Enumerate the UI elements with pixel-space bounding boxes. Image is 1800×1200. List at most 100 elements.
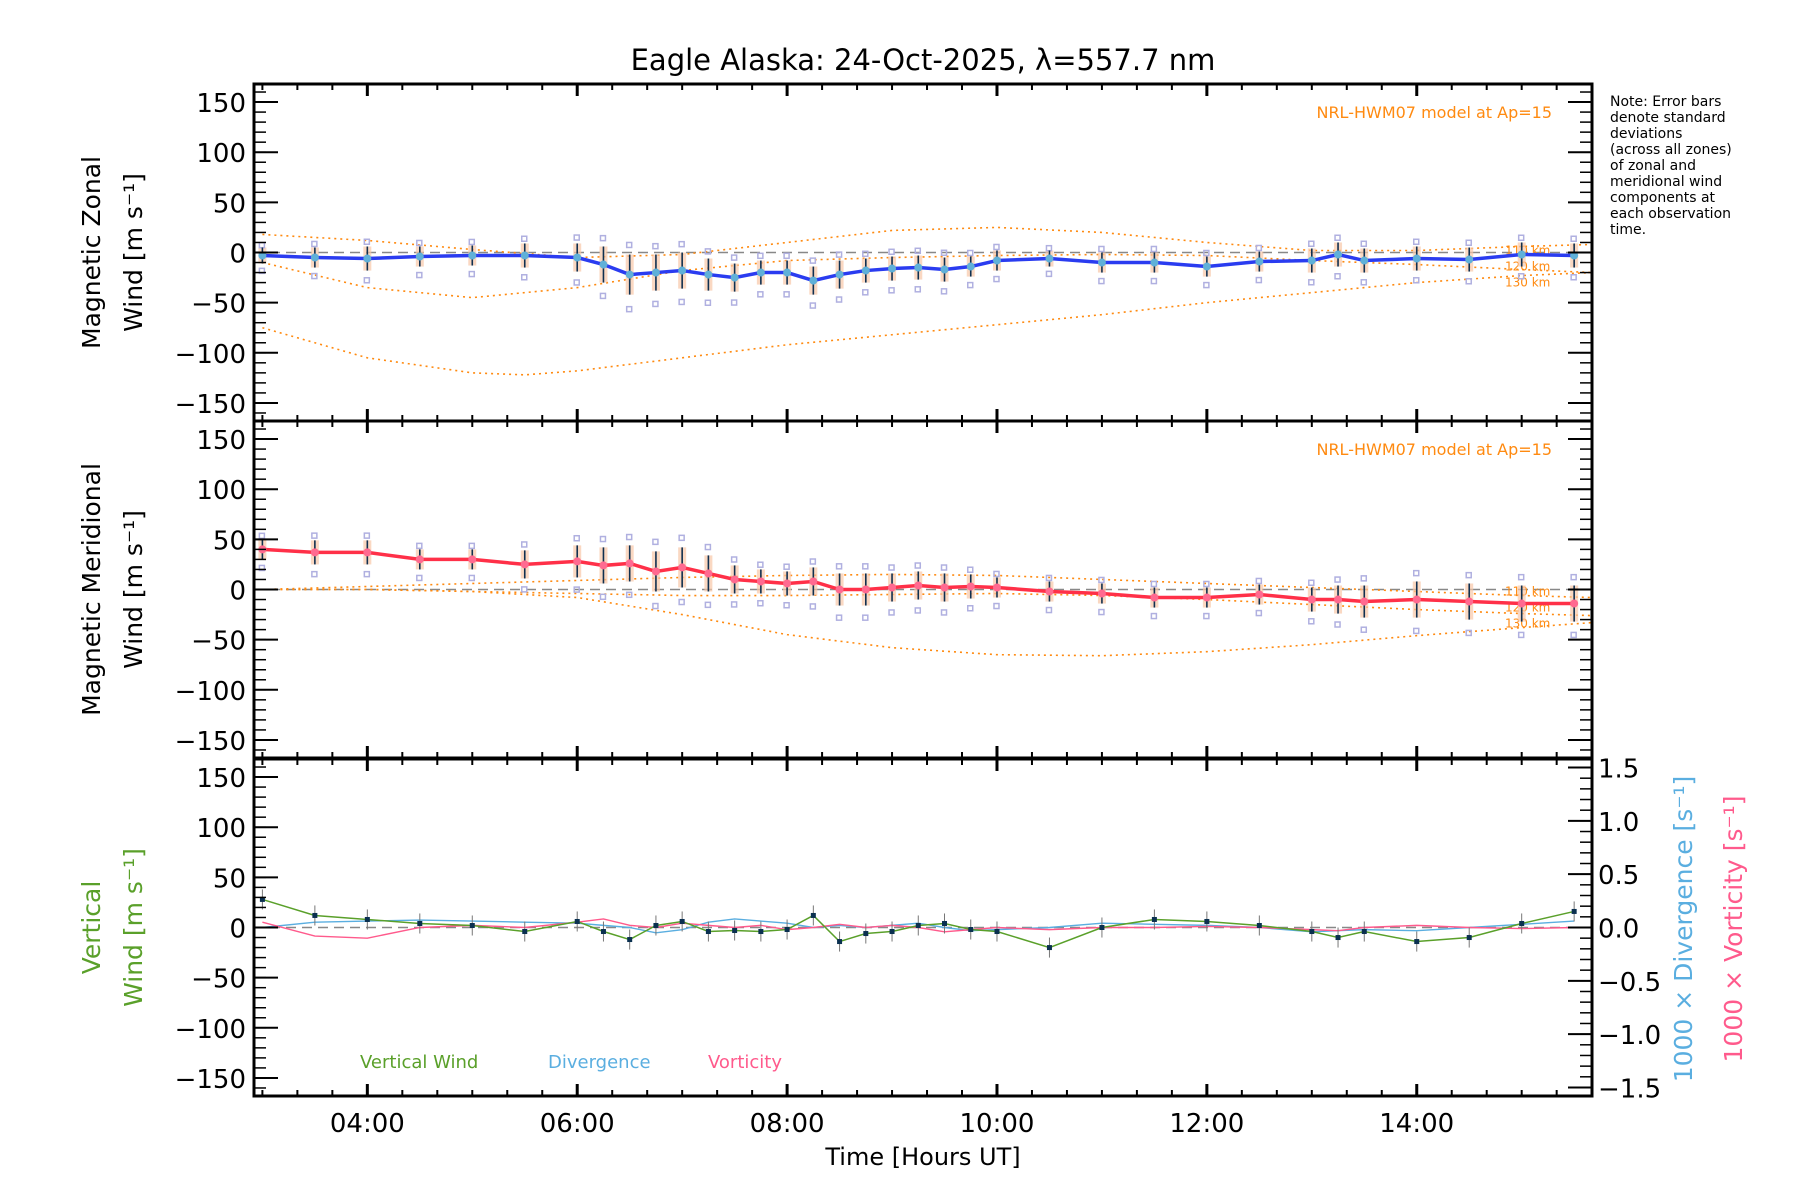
y-axis-label: Wind [m s⁻¹] — [119, 173, 148, 332]
zone-sample — [783, 563, 790, 570]
y-tick-label: −100 — [175, 677, 246, 707]
zone-sample — [835, 614, 843, 621]
zone-sample — [993, 602, 1000, 610]
data-point — [625, 270, 634, 279]
zone-sample — [1255, 244, 1263, 252]
data-point — [837, 939, 843, 945]
y-tick-label: 150 — [196, 426, 246, 456]
zone-sample — [966, 281, 974, 289]
y2-tick-label: 1.0 — [1598, 808, 1639, 838]
y-tick-label: 100 — [196, 139, 246, 169]
data-point — [600, 929, 606, 935]
zone-sample — [573, 279, 580, 286]
data-point — [730, 575, 739, 584]
zone-sample — [363, 238, 371, 246]
data-point — [1150, 593, 1159, 602]
zone-sample — [1465, 629, 1472, 637]
y-tick-label: 150 — [196, 764, 246, 794]
zone-sample — [1203, 281, 1210, 289]
data-point — [520, 560, 529, 569]
zone-sample — [966, 566, 974, 573]
zone-sample — [363, 532, 371, 539]
zone-sample — [1465, 239, 1472, 247]
data-point — [258, 251, 267, 260]
zone-sample — [966, 249, 974, 257]
zone-sample — [1045, 606, 1053, 614]
data-point — [1204, 918, 1210, 924]
data-point — [625, 559, 634, 568]
data-point — [653, 922, 659, 928]
zone-sample — [1098, 277, 1105, 285]
zone-sample — [1334, 621, 1341, 628]
y2-tick-label: −1.5 — [1598, 1074, 1661, 1104]
y-tick-label: −150 — [175, 1065, 246, 1095]
zone-sample — [1203, 249, 1210, 257]
zone-sample — [940, 249, 948, 257]
zone-sample — [993, 570, 1000, 578]
zone-sample — [783, 601, 790, 609]
model-curve-110km — [262, 226, 1593, 259]
data-point — [758, 929, 764, 935]
model-curve-130km — [262, 271, 1593, 376]
data-point — [522, 929, 528, 935]
zone-sample — [1255, 577, 1263, 585]
data-point — [888, 264, 897, 273]
data-point — [835, 270, 844, 279]
note-line: of zonal and — [1610, 158, 1696, 174]
data-point — [783, 579, 792, 588]
zone-sample — [1098, 576, 1105, 584]
data-point — [573, 557, 582, 566]
zone-sample — [652, 300, 659, 308]
data-point — [310, 548, 319, 557]
zone-sample — [966, 604, 974, 612]
data-point — [861, 266, 870, 275]
x-axis-label: Time [Hours UT] — [824, 1143, 1020, 1171]
note-line: denote standard — [1610, 110, 1726, 126]
zone-sample — [1360, 575, 1368, 582]
data-point — [1570, 251, 1579, 260]
data-point — [651, 567, 660, 576]
y2-tick-label: −1.0 — [1598, 1021, 1661, 1051]
data-point — [889, 929, 895, 935]
data-point — [574, 918, 580, 924]
zone-sample — [1334, 576, 1341, 583]
zone-sample — [835, 563, 843, 570]
x-tick-label: 06:00 — [540, 1109, 615, 1139]
zone-sample — [258, 241, 266, 249]
panel-3: Vertical Wind Divergence Vorticity 1.5 1.0 0.… — [77, 755, 1748, 1105]
data-point — [1334, 250, 1343, 259]
zone-sample — [1360, 626, 1368, 633]
zone-sample — [888, 564, 895, 571]
zone-sample — [625, 305, 633, 313]
model-altitude-label: 120 km — [1505, 260, 1550, 274]
y-axis-label: Magnetic Zonal — [77, 156, 106, 349]
zone-sample — [783, 291, 790, 298]
data-point — [599, 260, 608, 269]
data-point — [809, 276, 818, 285]
zone-sample — [1308, 579, 1315, 587]
zone-sample — [363, 277, 371, 284]
y-tick-label: −100 — [175, 1015, 246, 1045]
data-point — [835, 585, 844, 594]
y-axis-label: Wind [m s⁻¹] — [119, 848, 148, 1007]
zone-sample — [652, 538, 659, 546]
data-point — [914, 581, 923, 590]
y-tick-label: 0 — [229, 240, 246, 270]
zone-sample — [1308, 279, 1315, 286]
zone-sample — [862, 250, 869, 258]
note-line: (across all zones) — [1610, 142, 1732, 158]
data-point — [1412, 595, 1421, 604]
data-point — [1466, 935, 1472, 941]
zone-sample — [573, 586, 580, 593]
zone-sample — [520, 235, 528, 243]
data-point — [1256, 922, 1262, 928]
chart-title: Eagle Alaska: 24-Oct-2025, λ=557.7 nm — [631, 43, 1216, 77]
model-label: NRL-HWM07 model at Ap=15 — [1316, 103, 1552, 122]
zone-sample — [1255, 276, 1263, 284]
zone-sample — [573, 234, 580, 241]
zone-sample — [1360, 279, 1368, 286]
data-point — [1309, 929, 1315, 935]
zone-sample — [416, 271, 423, 279]
y2-axis-label-divergence: 1000 × Divergence [s⁻¹] — [1669, 776, 1698, 1083]
zone-sample — [1517, 631, 1525, 639]
